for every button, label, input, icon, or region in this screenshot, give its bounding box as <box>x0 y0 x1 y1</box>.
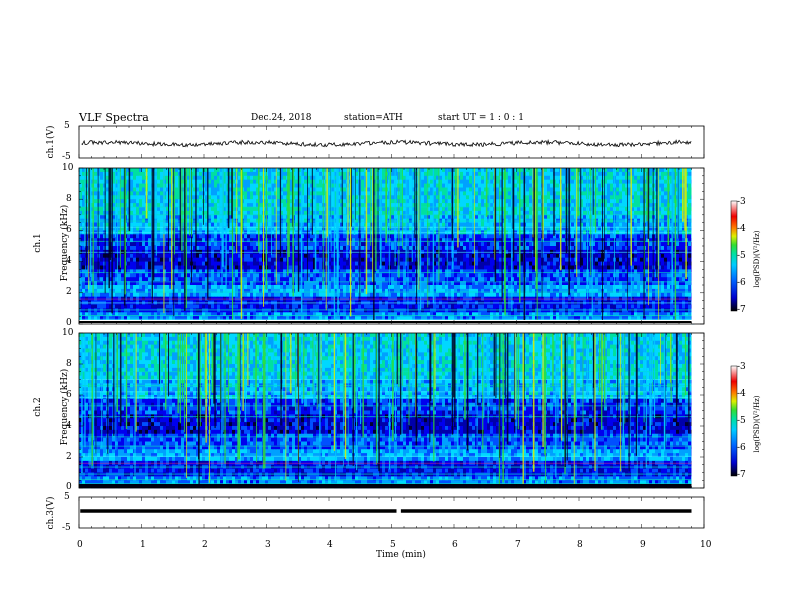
ch2-spectrogram <box>79 333 704 489</box>
cbar2-tick-m6: -6 <box>737 443 746 453</box>
xtick-6: 6 <box>452 540 458 550</box>
cbar2-tick-m7: -7 <box>737 470 746 480</box>
spec1-ytick-4: 4 <box>66 256 72 266</box>
spec1-ytick-8: 8 <box>66 194 72 204</box>
xtick-0: 0 <box>77 540 83 550</box>
colorbar-2 <box>730 365 738 477</box>
cbar2-tick-m5: -5 <box>737 416 746 426</box>
xtick-10: 10 <box>700 540 712 550</box>
spec1-ytick-0: 0 <box>66 318 72 328</box>
spec1-ytick-2: 2 <box>66 287 72 297</box>
ch3-ytick-top: 5 <box>64 492 70 502</box>
start-time-label: start UT = 1 : 0 : 1 <box>438 113 524 123</box>
spec2-ytick-2: 2 <box>66 452 72 462</box>
axes-frames <box>78 125 705 529</box>
chart-title: VLF Spectra <box>79 111 149 124</box>
spec1-ytick-6: 6 <box>66 225 72 235</box>
cbar1-tick-m7: -7 <box>737 305 746 315</box>
ch3-ytick-bottom: -5 <box>62 523 71 533</box>
xtick-2: 2 <box>202 540 208 550</box>
xtick-3: 3 <box>265 540 271 550</box>
colorbar-1 <box>730 200 738 312</box>
xtick-9: 9 <box>640 540 646 550</box>
spec2-ytick-6: 6 <box>66 390 72 400</box>
cbar1-tick-m5: -5 <box>737 251 746 261</box>
ch1-trace <box>81 139 692 148</box>
spec2-ytick-8: 8 <box>66 359 72 369</box>
station-label: station=ATH <box>344 113 403 123</box>
spec2-ytick-10: 10 <box>62 328 74 338</box>
cbar1-tick-m3: -3 <box>737 197 746 207</box>
ch1-waveform <box>81 139 692 148</box>
spec2-ytick-0: 0 <box>66 482 72 492</box>
spec1-ytick-10: 10 <box>62 163 74 173</box>
date-label: Dec.24, 2018 <box>251 113 312 123</box>
cbar1-tick-m4: -4 <box>737 224 746 234</box>
xtick-8: 8 <box>577 540 583 550</box>
xtick-1: 1 <box>140 540 146 550</box>
ch1-ytick-top: 5 <box>64 121 70 131</box>
ch1-spectrogram <box>79 168 704 325</box>
spec2-ytick-4: 4 <box>66 421 72 431</box>
x-axis-label: Time (min) <box>376 550 426 560</box>
ch1-ytick-bottom: -5 <box>62 152 71 162</box>
cbar1-tick-m6: -6 <box>737 278 746 288</box>
xtick-4: 4 <box>327 540 333 550</box>
cbar2-tick-m3: -3 <box>737 362 746 372</box>
cbar2-tick-m4: -4 <box>737 389 746 399</box>
xtick-7: 7 <box>515 540 521 550</box>
xtick-5: 5 <box>390 540 396 550</box>
